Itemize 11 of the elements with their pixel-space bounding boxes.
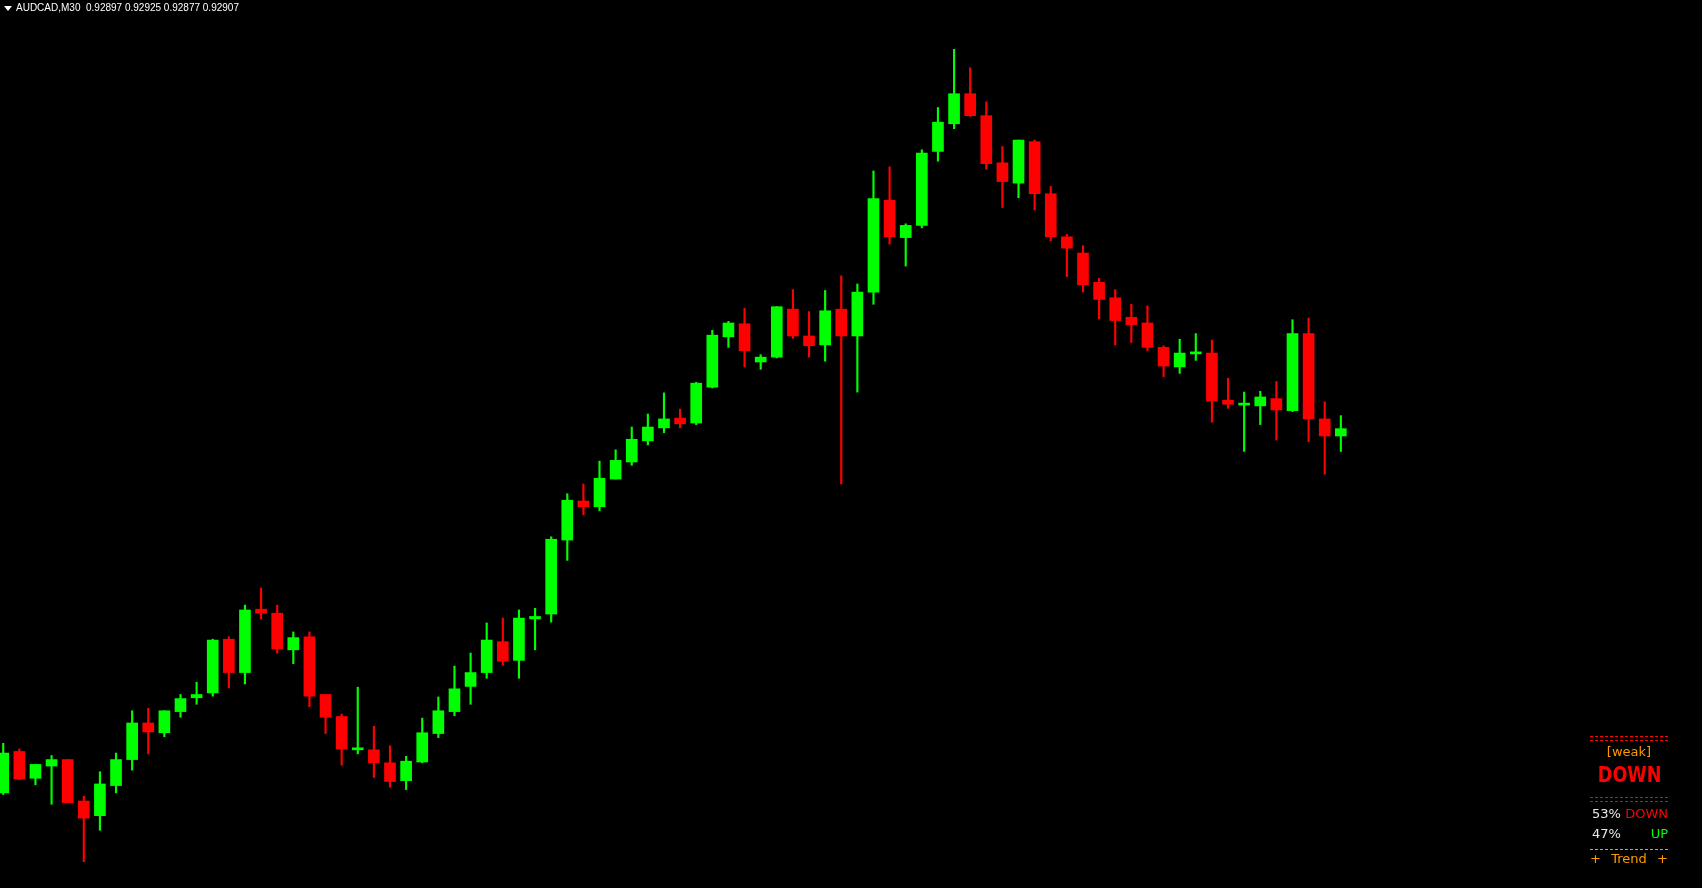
text: +: [1590, 851, 1601, 866]
candlestick: [45, 755, 58, 805]
text: [weak]: [1605, 744, 1653, 759]
text: 47%: [1592, 826, 1621, 841]
text: DOWN: [1597, 762, 1662, 787]
chart-title: AUDCAD,M30 0.92897 0.92925 0.92877 0.92907: [16, 2, 239, 13]
text: 53%: [1592, 806, 1621, 821]
text: UP: [1650, 826, 1668, 841]
text: +: [1657, 851, 1668, 866]
text: DOWN: [1625, 806, 1668, 821]
text: Trend: [1611, 851, 1647, 866]
